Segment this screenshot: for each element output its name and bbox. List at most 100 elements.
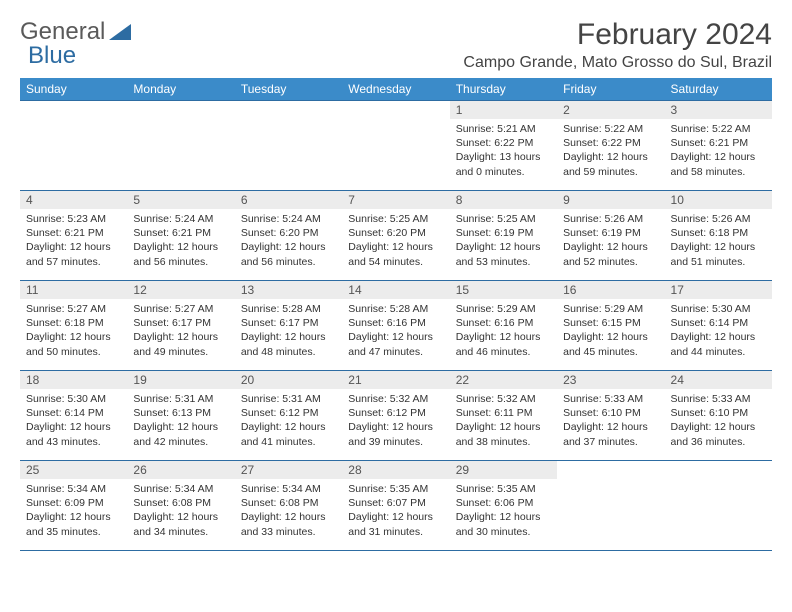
day-number: 26 (127, 461, 234, 479)
sunset-text: Sunset: 6:15 PM (563, 316, 658, 330)
calendar-day-cell: 25Sunrise: 5:34 AMSunset: 6:09 PMDayligh… (20, 461, 127, 551)
day-details: Sunrise: 5:22 AMSunset: 6:22 PMDaylight:… (557, 119, 664, 185)
sunrise-text: Sunrise: 5:34 AM (133, 482, 228, 496)
sunset-text: Sunset: 6:19 PM (456, 226, 551, 240)
sunset-text: Sunset: 6:16 PM (456, 316, 551, 330)
daylight-text: Daylight: 12 hours and 56 minutes. (241, 240, 336, 268)
day-details: Sunrise: 5:31 AMSunset: 6:12 PMDaylight:… (235, 389, 342, 455)
calendar-day-cell: 8Sunrise: 5:25 AMSunset: 6:19 PMDaylight… (450, 191, 557, 281)
day-number: 19 (127, 371, 234, 389)
calendar-day-cell: 6Sunrise: 5:24 AMSunset: 6:20 PMDaylight… (235, 191, 342, 281)
calendar-day-cell (557, 461, 664, 551)
day-number: 14 (342, 281, 449, 299)
daylight-text: Daylight: 12 hours and 41 minutes. (241, 420, 336, 448)
calendar-day-cell: 2Sunrise: 5:22 AMSunset: 6:22 PMDaylight… (557, 101, 664, 191)
sunrise-text: Sunrise: 5:21 AM (456, 122, 551, 136)
calendar-day-cell: 14Sunrise: 5:28 AMSunset: 6:16 PMDayligh… (342, 281, 449, 371)
day-number: 18 (20, 371, 127, 389)
day-details: Sunrise: 5:24 AMSunset: 6:20 PMDaylight:… (235, 209, 342, 275)
sunset-text: Sunset: 6:13 PM (133, 406, 228, 420)
calendar-day-cell: 9Sunrise: 5:26 AMSunset: 6:19 PMDaylight… (557, 191, 664, 281)
calendar-day-cell: 11Sunrise: 5:27 AMSunset: 6:18 PMDayligh… (20, 281, 127, 371)
sunset-text: Sunset: 6:07 PM (348, 496, 443, 510)
weekday-header: Wednesday (342, 78, 449, 101)
sunset-text: Sunset: 6:12 PM (348, 406, 443, 420)
day-details: Sunrise: 5:23 AMSunset: 6:21 PMDaylight:… (20, 209, 127, 275)
calendar-day-cell (235, 101, 342, 191)
sunrise-text: Sunrise: 5:28 AM (241, 302, 336, 316)
sunrise-text: Sunrise: 5:30 AM (26, 392, 121, 406)
sunset-text: Sunset: 6:11 PM (456, 406, 551, 420)
calendar-day-cell: 17Sunrise: 5:30 AMSunset: 6:14 PMDayligh… (665, 281, 772, 371)
weekday-header: Sunday (20, 78, 127, 101)
day-number: 22 (450, 371, 557, 389)
day-details: Sunrise: 5:30 AMSunset: 6:14 PMDaylight:… (20, 389, 127, 455)
daylight-text: Daylight: 12 hours and 50 minutes. (26, 330, 121, 358)
sunrise-text: Sunrise: 5:33 AM (671, 392, 766, 406)
day-number: 13 (235, 281, 342, 299)
daylight-text: Daylight: 12 hours and 44 minutes. (671, 330, 766, 358)
daylight-text: Daylight: 12 hours and 57 minutes. (26, 240, 121, 268)
day-details: Sunrise: 5:35 AMSunset: 6:06 PMDaylight:… (450, 479, 557, 545)
daylight-text: Daylight: 12 hours and 49 minutes. (133, 330, 228, 358)
sunrise-text: Sunrise: 5:35 AM (348, 482, 443, 496)
sunrise-text: Sunrise: 5:32 AM (456, 392, 551, 406)
calendar-day-cell: 15Sunrise: 5:29 AMSunset: 6:16 PMDayligh… (450, 281, 557, 371)
day-number: 24 (665, 371, 772, 389)
day-details: Sunrise: 5:34 AMSunset: 6:09 PMDaylight:… (20, 479, 127, 545)
sunrise-text: Sunrise: 5:23 AM (26, 212, 121, 226)
day-number: 5 (127, 191, 234, 209)
sunset-text: Sunset: 6:17 PM (241, 316, 336, 330)
daylight-text: Daylight: 12 hours and 36 minutes. (671, 420, 766, 448)
sunrise-text: Sunrise: 5:34 AM (241, 482, 336, 496)
daylight-text: Daylight: 12 hours and 31 minutes. (348, 510, 443, 538)
sunrise-text: Sunrise: 5:32 AM (348, 392, 443, 406)
day-details: Sunrise: 5:30 AMSunset: 6:14 PMDaylight:… (665, 299, 772, 365)
day-number: 17 (665, 281, 772, 299)
calendar-day-cell: 5Sunrise: 5:24 AMSunset: 6:21 PMDaylight… (127, 191, 234, 281)
sunrise-text: Sunrise: 5:31 AM (241, 392, 336, 406)
daylight-text: Daylight: 12 hours and 56 minutes. (133, 240, 228, 268)
sunset-text: Sunset: 6:14 PM (671, 316, 766, 330)
sunrise-text: Sunrise: 5:34 AM (26, 482, 121, 496)
sunrise-text: Sunrise: 5:24 AM (241, 212, 336, 226)
calendar-day-cell: 1Sunrise: 5:21 AMSunset: 6:22 PMDaylight… (450, 101, 557, 191)
daylight-text: Daylight: 12 hours and 33 minutes. (241, 510, 336, 538)
weekday-header: Monday (127, 78, 234, 101)
sunrise-text: Sunrise: 5:33 AM (563, 392, 658, 406)
day-details: Sunrise: 5:28 AMSunset: 6:17 PMDaylight:… (235, 299, 342, 365)
sunset-text: Sunset: 6:16 PM (348, 316, 443, 330)
location: Campo Grande, Mato Grosso do Sul, Brazil (463, 54, 772, 72)
sunset-text: Sunset: 6:21 PM (671, 136, 766, 150)
sunset-text: Sunset: 6:20 PM (241, 226, 336, 240)
daylight-text: Daylight: 12 hours and 42 minutes. (133, 420, 228, 448)
day-details: Sunrise: 5:26 AMSunset: 6:18 PMDaylight:… (665, 209, 772, 275)
day-number: 21 (342, 371, 449, 389)
logo-triangle-icon (109, 24, 131, 40)
sunrise-text: Sunrise: 5:29 AM (563, 302, 658, 316)
header: General February 2024 Campo Grande, Mato… (20, 18, 772, 72)
calendar-week-row: 1Sunrise: 5:21 AMSunset: 6:22 PMDaylight… (20, 101, 772, 191)
calendar-body: 1Sunrise: 5:21 AMSunset: 6:22 PMDaylight… (20, 101, 772, 551)
day-details: Sunrise: 5:21 AMSunset: 6:22 PMDaylight:… (450, 119, 557, 185)
sunset-text: Sunset: 6:14 PM (26, 406, 121, 420)
sunrise-text: Sunrise: 5:22 AM (563, 122, 658, 136)
calendar-week-row: 11Sunrise: 5:27 AMSunset: 6:18 PMDayligh… (20, 281, 772, 371)
day-details: Sunrise: 5:27 AMSunset: 6:18 PMDaylight:… (20, 299, 127, 365)
daylight-text: Daylight: 12 hours and 34 minutes. (133, 510, 228, 538)
day-number: 28 (342, 461, 449, 479)
sunset-text: Sunset: 6:22 PM (456, 136, 551, 150)
day-details: Sunrise: 5:31 AMSunset: 6:13 PMDaylight:… (127, 389, 234, 455)
calendar-week-row: 4Sunrise: 5:23 AMSunset: 6:21 PMDaylight… (20, 191, 772, 281)
weekday-header: Friday (557, 78, 664, 101)
day-number: 9 (557, 191, 664, 209)
calendar-day-cell: 26Sunrise: 5:34 AMSunset: 6:08 PMDayligh… (127, 461, 234, 551)
daylight-text: Daylight: 12 hours and 59 minutes. (563, 150, 658, 178)
day-details: Sunrise: 5:32 AMSunset: 6:11 PMDaylight:… (450, 389, 557, 455)
daylight-text: Daylight: 12 hours and 30 minutes. (456, 510, 551, 538)
daylight-text: Daylight: 12 hours and 54 minutes. (348, 240, 443, 268)
day-number: 27 (235, 461, 342, 479)
daylight-text: Daylight: 12 hours and 58 minutes. (671, 150, 766, 178)
day-number: 16 (557, 281, 664, 299)
day-details: Sunrise: 5:33 AMSunset: 6:10 PMDaylight:… (557, 389, 664, 455)
